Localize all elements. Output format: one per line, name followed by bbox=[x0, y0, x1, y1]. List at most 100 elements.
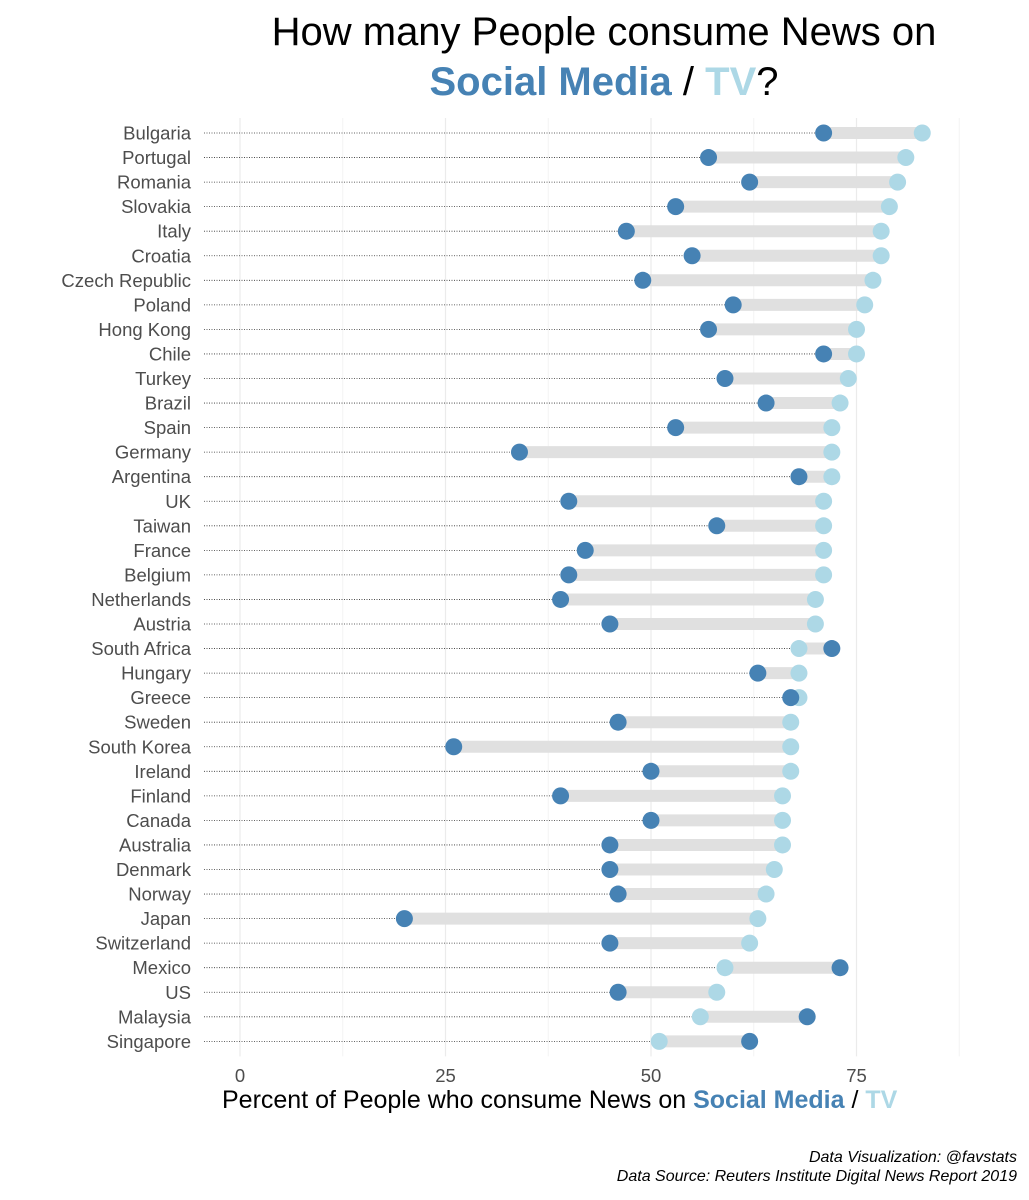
country-label: Greece bbox=[130, 687, 191, 708]
tv-point bbox=[815, 566, 833, 584]
x-tick-label: 50 bbox=[641, 1065, 662, 1085]
country-row: Hungary bbox=[121, 663, 808, 684]
country-row: Netherlands bbox=[91, 589, 824, 610]
tv-point bbox=[823, 443, 841, 461]
country-rows: Bulgaria Portugal Romania Slovakia Italy Croa… bbox=[61, 123, 931, 1052]
country-row: Spain bbox=[144, 417, 841, 438]
social-media-point bbox=[700, 149, 718, 167]
country-label: Hong Kong bbox=[98, 319, 191, 340]
country-label: Denmark bbox=[116, 859, 192, 880]
social-media-point bbox=[560, 492, 578, 510]
credits: Data Visualization: @favstats Data Sourc… bbox=[617, 1148, 1017, 1186]
country-label: Mexico bbox=[132, 957, 191, 978]
x-tick-labels: 0 25 50 75 bbox=[235, 1065, 867, 1085]
country-label: US bbox=[165, 982, 191, 1003]
credit-visualization: Data Visualization: @favstats bbox=[808, 1149, 1017, 1166]
country-row: Italy bbox=[157, 221, 890, 242]
social-media-point bbox=[552, 590, 570, 608]
country-row: Turkey bbox=[135, 368, 857, 389]
country-row: Canada bbox=[126, 810, 792, 831]
country-label: Spain bbox=[144, 417, 191, 438]
tv-point bbox=[856, 296, 874, 314]
country-label: Singapore bbox=[107, 1031, 191, 1052]
tv-point bbox=[765, 861, 783, 878]
country-label: Japan bbox=[141, 908, 191, 929]
tv-point bbox=[831, 394, 849, 412]
country-label: Argentina bbox=[112, 466, 192, 487]
social-media-point bbox=[700, 320, 718, 338]
country-row: Croatia bbox=[131, 245, 890, 266]
country-label: Bulgaria bbox=[123, 123, 192, 144]
tv-point bbox=[806, 615, 824, 633]
tv-point bbox=[897, 149, 915, 167]
tv-point bbox=[872, 222, 890, 240]
tv-point bbox=[815, 541, 833, 559]
country-label: Romania bbox=[117, 172, 192, 193]
country-row: Slovakia bbox=[121, 196, 898, 217]
country-label: South Korea bbox=[88, 736, 192, 757]
country-label: Hungary bbox=[121, 663, 192, 684]
social-media-point bbox=[667, 198, 685, 216]
tv-point bbox=[774, 811, 792, 829]
tv-point bbox=[757, 885, 775, 903]
social-media-point bbox=[815, 124, 833, 142]
tv-point bbox=[691, 1008, 709, 1026]
tv-point bbox=[806, 590, 824, 608]
tv-point bbox=[790, 640, 808, 658]
x-tick-label: 0 bbox=[235, 1065, 245, 1085]
social-media-point bbox=[782, 689, 800, 707]
tv-point bbox=[839, 370, 857, 387]
country-row: Portugal bbox=[122, 147, 915, 168]
social-media-point bbox=[634, 271, 652, 289]
tv-point bbox=[708, 983, 726, 1001]
country-row: UK bbox=[165, 491, 833, 512]
country-row: Mexico bbox=[132, 957, 849, 978]
credit-source: Data Source: Reuters Institute Digital N… bbox=[616, 1168, 1017, 1185]
country-row: Romania bbox=[117, 172, 907, 193]
tv-point bbox=[889, 173, 907, 191]
country-row: Australia bbox=[119, 834, 792, 855]
dumbbell-chart: Bulgaria Portugal Romania Slovakia Italy Croa… bbox=[61, 118, 960, 1085]
country-label: Switzerland bbox=[95, 933, 191, 954]
country-row: Japan bbox=[141, 908, 767, 929]
tv-point bbox=[774, 787, 792, 805]
social-media-point bbox=[609, 983, 627, 1001]
country-label: Poland bbox=[133, 294, 191, 315]
social-media-point bbox=[815, 345, 833, 363]
social-media-point bbox=[601, 861, 619, 878]
country-label: Brazil bbox=[145, 393, 191, 414]
country-row: Malaysia bbox=[118, 1006, 816, 1027]
country-row: Austria bbox=[133, 614, 824, 635]
tv-point bbox=[782, 762, 800, 780]
country-row: Singapore bbox=[107, 1031, 759, 1052]
country-row: Greece bbox=[130, 687, 808, 708]
tv-point bbox=[815, 517, 833, 535]
country-row: Sweden bbox=[124, 712, 800, 733]
social-media-point bbox=[667, 419, 685, 437]
tv-point bbox=[790, 664, 808, 682]
title-separator: / bbox=[671, 60, 706, 104]
country-label: South Africa bbox=[91, 638, 191, 659]
x-axis-label-prefix: Percent of People who consume News on bbox=[222, 1086, 694, 1114]
social-media-point bbox=[642, 762, 660, 780]
tv-point bbox=[716, 959, 734, 977]
country-row: Argentina bbox=[112, 466, 841, 487]
country-label: France bbox=[133, 540, 191, 561]
country-row: Denmark bbox=[116, 859, 783, 880]
tv-point bbox=[880, 198, 898, 216]
x-tick-label: 25 bbox=[435, 1065, 456, 1085]
country-row: South Africa bbox=[91, 638, 841, 659]
chart-title-line2: Social Media / TV? bbox=[0, 58, 1029, 106]
social-media-point bbox=[601, 836, 619, 854]
country-label: Finland bbox=[130, 785, 191, 806]
social-media-point bbox=[741, 1032, 759, 1050]
tv-point bbox=[782, 738, 800, 756]
social-media-point bbox=[601, 934, 619, 952]
country-row: Finland bbox=[130, 785, 792, 806]
social-media-point bbox=[757, 394, 775, 412]
country-row: Brazil bbox=[145, 393, 849, 414]
country-label: Malaysia bbox=[118, 1006, 192, 1027]
social-media-point bbox=[609, 713, 627, 731]
social-media-point bbox=[395, 910, 413, 928]
social-media-point bbox=[741, 173, 759, 191]
